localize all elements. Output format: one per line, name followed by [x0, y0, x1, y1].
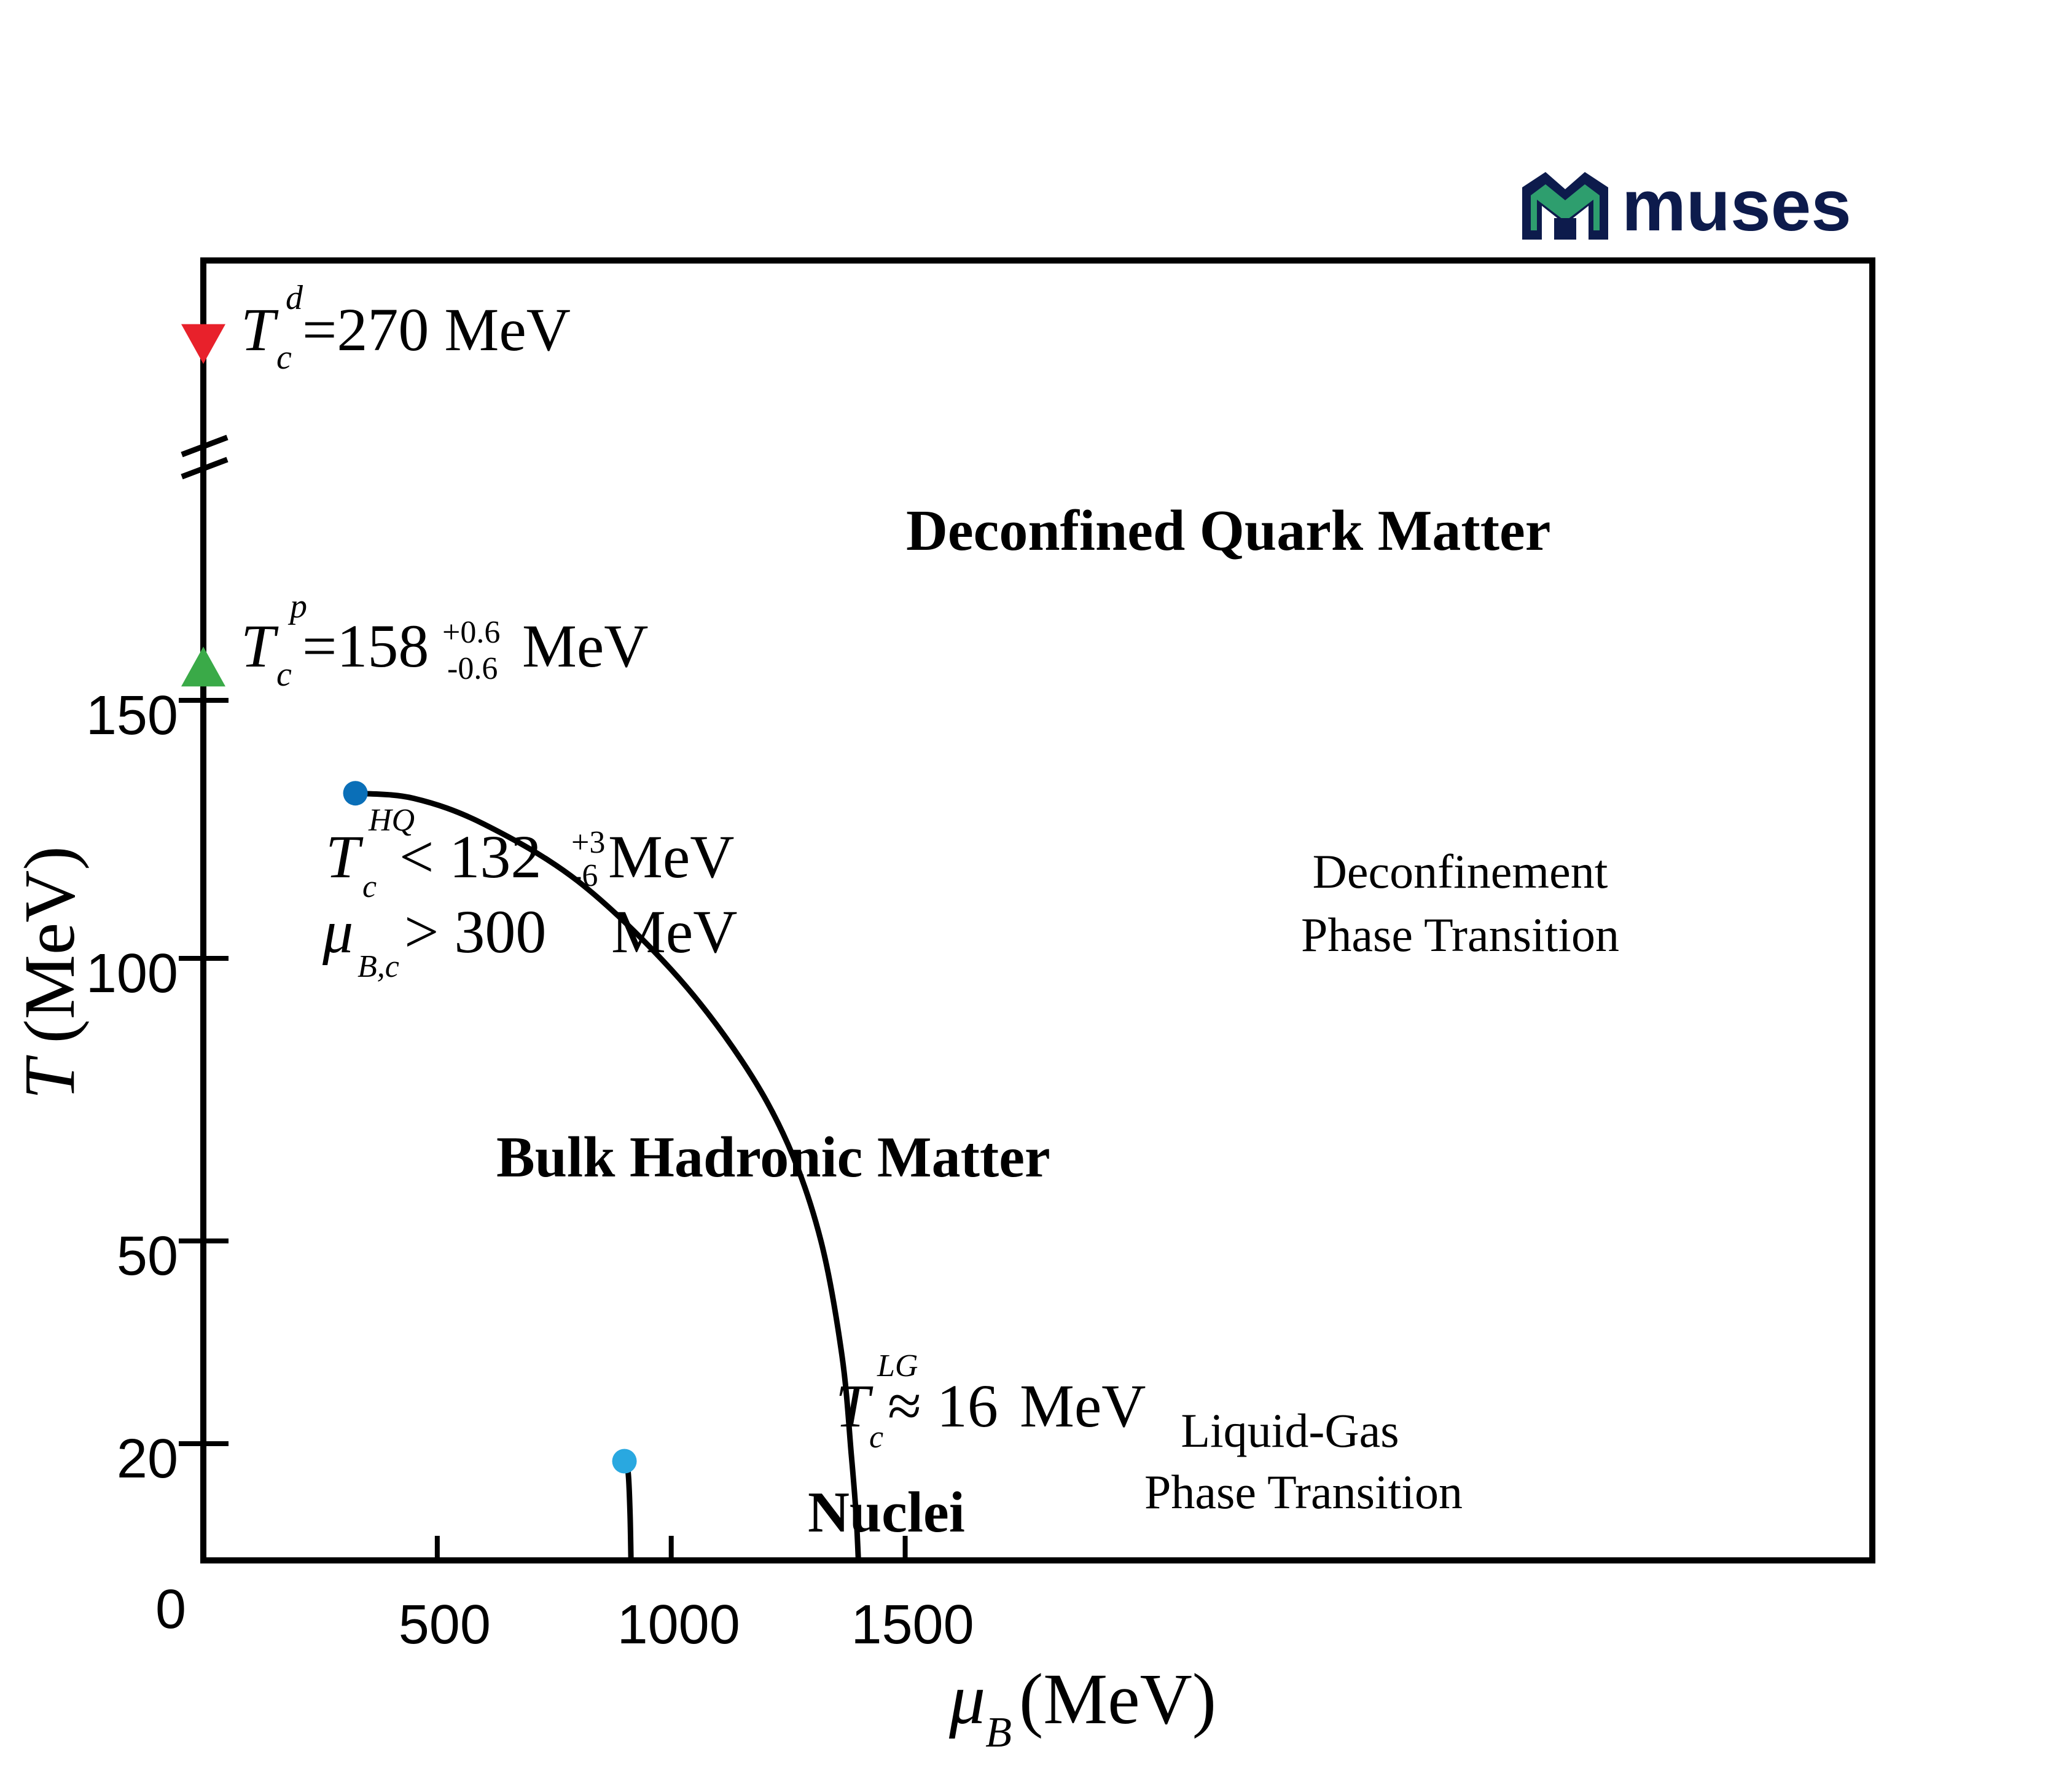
hq-mu-value: > 300	[404, 898, 546, 966]
tcp-annotation: T p c =158 +0.6 -0.6 MeV	[241, 587, 649, 694]
lg-value: ≈ 16	[888, 1372, 998, 1440]
x-axis-label-sub: B	[985, 1709, 1012, 1756]
tcp-err-sup: +0.6	[442, 615, 500, 650]
x-tick-label: 1500	[851, 1594, 974, 1656]
tcd-sub: c	[276, 338, 292, 377]
y-axis-label-symbol: T	[9, 1055, 90, 1100]
y-axis-break	[181, 434, 229, 480]
region-hadronic: Bulk Hadronic Matter	[496, 1125, 1050, 1189]
x-axis-label-symbol: μ	[948, 1659, 985, 1739]
hq-critical-point	[343, 781, 368, 806]
critical-points	[181, 324, 637, 1474]
plot-frame	[200, 257, 1875, 1563]
y-tick-label: 50	[117, 1226, 178, 1287]
tcd-symbol: T	[241, 295, 279, 364]
hq-t-value: < 132	[399, 823, 541, 891]
hq-mu-symbol: μ	[322, 898, 353, 966]
muses-logo: muses	[1522, 165, 1851, 246]
y-axis-label-unit: (MeV)	[9, 846, 90, 1043]
tcd-value: =270 MeV	[302, 295, 571, 364]
tcp-marker	[181, 646, 225, 687]
y-axis-label: T (MeV)	[9, 846, 90, 1100]
x-tick-label: 1000	[617, 1594, 740, 1656]
tcd-annotation: T d c =270 MeV	[241, 279, 571, 377]
x-tick-label: 500	[399, 1594, 491, 1656]
tcd-sup: d	[286, 279, 303, 317]
deconfinement-boundary-line	[353, 790, 861, 1563]
hq-t-unit: MeV	[608, 823, 735, 891]
tcp-value: =158	[302, 612, 429, 680]
tcp-unit: MeV	[522, 612, 649, 680]
y-tick-label: 150	[86, 685, 178, 746]
hq-t-sup: HQ	[368, 803, 415, 838]
lg-unit: MeV	[1020, 1372, 1146, 1440]
x-tick-label: 0	[155, 1579, 186, 1640]
hq-annotation: T HQ c < 132 +3 -6 MeV μ B,c > 300 MeV	[322, 803, 738, 984]
hq-t-sub: c	[362, 869, 377, 904]
tcp-symbol: T	[241, 612, 279, 680]
tcp-sub: c	[276, 655, 292, 694]
x-axis-label: μB (MeV)	[948, 1659, 1216, 1756]
y-tick-label: 20	[117, 1428, 178, 1490]
lg-critical-point	[612, 1449, 637, 1474]
lg-sub: c	[869, 1420, 883, 1455]
lg-sup: LG	[877, 1348, 918, 1383]
hq-mu-sub: B,c	[358, 949, 399, 984]
x-axis-label-unit: (MeV)	[1019, 1659, 1216, 1739]
x-ticks: 0 500 1000 1500	[155, 1536, 974, 1656]
region-nuclei: Nuclei	[808, 1481, 965, 1544]
liquid-gas-label-line1: Liquid-Gas	[1181, 1404, 1399, 1457]
y-tick-label: 100	[86, 943, 178, 1004]
y-ticks: 20 50 100 150	[86, 685, 229, 1490]
liquid-gas-boundary-line	[622, 1458, 634, 1563]
tcp-err-sub: -0.6	[447, 651, 498, 686]
lg-annotation: T LG c ≈ 16 MeV	[835, 1348, 1146, 1455]
hq-t-err-sup: +3	[571, 825, 605, 860]
lg-symbol: T	[835, 1372, 874, 1440]
deconfinement-label-line2: Phase Transition	[1301, 908, 1619, 961]
deconfinement-label-line1: Deconfinement	[1313, 845, 1608, 898]
muses-logo-icon	[1522, 172, 1608, 240]
muses-logo-text: muses	[1622, 165, 1851, 246]
region-deconfined: Deconfined Quark Matter	[906, 499, 1550, 563]
hq-t-err-sub: -6	[571, 858, 598, 893]
hq-t-symbol: T	[326, 823, 364, 891]
hq-mu-unit: MeV	[611, 898, 738, 966]
tcd-marker	[181, 324, 225, 364]
tcp-sup: p	[287, 587, 307, 625]
liquid-gas-label-line2: Phase Transition	[1144, 1465, 1463, 1519]
